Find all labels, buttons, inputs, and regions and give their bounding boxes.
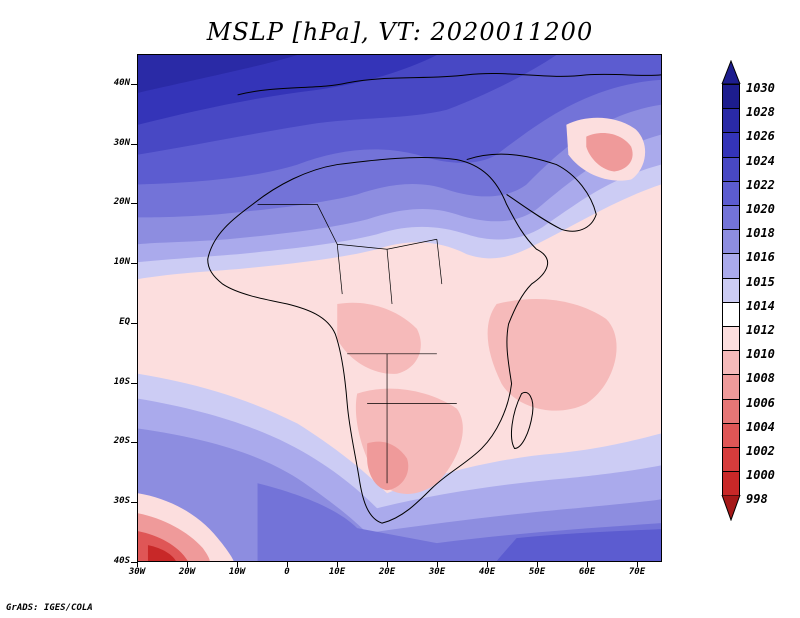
field-sw-low-4 xyxy=(147,545,176,561)
colorbar-segment xyxy=(722,471,740,497)
colorbar-segment xyxy=(722,374,740,400)
y-tick-label: 10S xyxy=(113,376,130,387)
colorbar-label: 1030 xyxy=(746,81,775,95)
y-tick-mark xyxy=(131,263,137,265)
field-safrica-low-2 xyxy=(367,441,409,491)
colorbar-label: 1004 xyxy=(746,419,775,434)
y-tick-mark xyxy=(131,382,137,384)
y-tick-mark xyxy=(131,83,137,85)
colorbar-segment xyxy=(722,253,740,279)
x-tick-label: 20E xyxy=(378,567,396,577)
x-tick-mark xyxy=(587,562,588,567)
x-tick-label: 10W xyxy=(228,567,246,577)
colorbar-segment xyxy=(722,277,740,303)
colorbar-label: 1012 xyxy=(746,323,775,337)
colorbar-label: 1014 xyxy=(746,298,775,313)
x-tick-mark xyxy=(387,562,388,567)
x-tick-mark xyxy=(537,562,538,567)
madagascar-coastline xyxy=(511,391,534,449)
y-tick-mark xyxy=(131,562,137,563)
mediterranean-coastline xyxy=(237,73,661,96)
colorbar-label: 1000 xyxy=(746,468,775,483)
x-tick-mark xyxy=(237,562,238,567)
x-tick-mark xyxy=(637,562,638,567)
colorbar-segment xyxy=(722,229,740,255)
y-tick-label: 20N xyxy=(113,197,130,208)
colorbar-label: 1026 xyxy=(746,129,775,144)
colorbar-segment xyxy=(722,180,740,206)
x-tick-label: 50E xyxy=(528,567,546,577)
y-tick-label: EQ xyxy=(119,316,130,327)
colorbar-segment xyxy=(722,84,740,110)
colorbar-label: 1002 xyxy=(746,444,775,458)
colorbar-label: 1006 xyxy=(746,395,775,410)
colorbar-segment xyxy=(722,156,740,182)
field-io-low xyxy=(487,299,617,411)
colorbar-segment xyxy=(722,350,740,376)
colorbar-segment xyxy=(722,447,740,473)
x-tick-label: 20W xyxy=(178,567,196,577)
x-tick-mark xyxy=(337,562,338,567)
x-tick-label: 70E xyxy=(628,567,646,577)
colorbar-label: 1008 xyxy=(746,371,775,386)
colorbar-label: 1020 xyxy=(746,202,775,216)
colorbar-segment xyxy=(722,326,740,352)
field-congo-low xyxy=(337,302,421,374)
x-tick-label: 30E xyxy=(428,567,446,577)
x-tick-label: 60E xyxy=(578,567,596,577)
y-tick-label: 20S xyxy=(113,436,130,447)
x-tick-label: 40E xyxy=(478,567,496,577)
x-tick-mark xyxy=(187,562,188,567)
colorbar-label: 1016 xyxy=(746,250,775,265)
y-tick-mark xyxy=(131,143,137,145)
field-persia-low-2 xyxy=(586,133,633,172)
colorbar-segment xyxy=(722,398,740,424)
x-tick-mark xyxy=(487,562,488,567)
colorbar-segment xyxy=(722,422,740,448)
y-tick-label: 40S xyxy=(113,556,130,566)
colorbar-label: 1022 xyxy=(746,177,775,192)
field-band-n1028 xyxy=(138,55,298,93)
colorbar-segment xyxy=(722,108,740,134)
colorbar-segment xyxy=(722,205,740,231)
y-tick-mark xyxy=(131,502,137,504)
colorbar-label: 1024 xyxy=(746,153,775,168)
y-tick-label: 30N xyxy=(113,137,130,148)
colorbar-top-arrow xyxy=(721,60,741,84)
x-tick-mark xyxy=(287,562,288,567)
map-title: MSLP [hPa], VT: 2020011200 xyxy=(206,18,594,46)
y-tick-mark xyxy=(131,203,137,205)
colorbar-label: 998 xyxy=(746,492,768,507)
colorbar-label: 1015 xyxy=(746,274,775,289)
y-tick-label: 30S xyxy=(113,496,130,507)
colorbar-label: 1028 xyxy=(746,105,775,120)
colorbar-bottom-arrow xyxy=(721,495,741,522)
y-tick-label: 40N xyxy=(113,77,130,88)
colorbar-segment xyxy=(722,301,740,327)
colorbar-label: 1010 xyxy=(746,347,775,362)
x-tick-mark xyxy=(437,562,438,567)
colorbar-segment xyxy=(722,132,740,158)
africa-coastline xyxy=(207,157,549,524)
x-tick-mark xyxy=(137,562,138,567)
y-tick-label: 10N xyxy=(113,257,130,268)
x-tick-label: 0 xyxy=(284,567,290,577)
arabia-coastline xyxy=(466,153,597,232)
y-tick-mark xyxy=(131,442,137,444)
country-borders xyxy=(257,204,457,484)
pressure-map xyxy=(137,54,662,562)
footer-credit: GrADS: IGES/COLA xyxy=(6,603,93,613)
pressure-field xyxy=(138,55,661,561)
field-band-1022 xyxy=(496,529,661,561)
colorbar-label: 1018 xyxy=(746,226,775,241)
x-tick-label: 10E xyxy=(328,567,346,577)
y-tick-mark xyxy=(131,322,137,324)
x-tick-label: 30W xyxy=(128,567,146,577)
